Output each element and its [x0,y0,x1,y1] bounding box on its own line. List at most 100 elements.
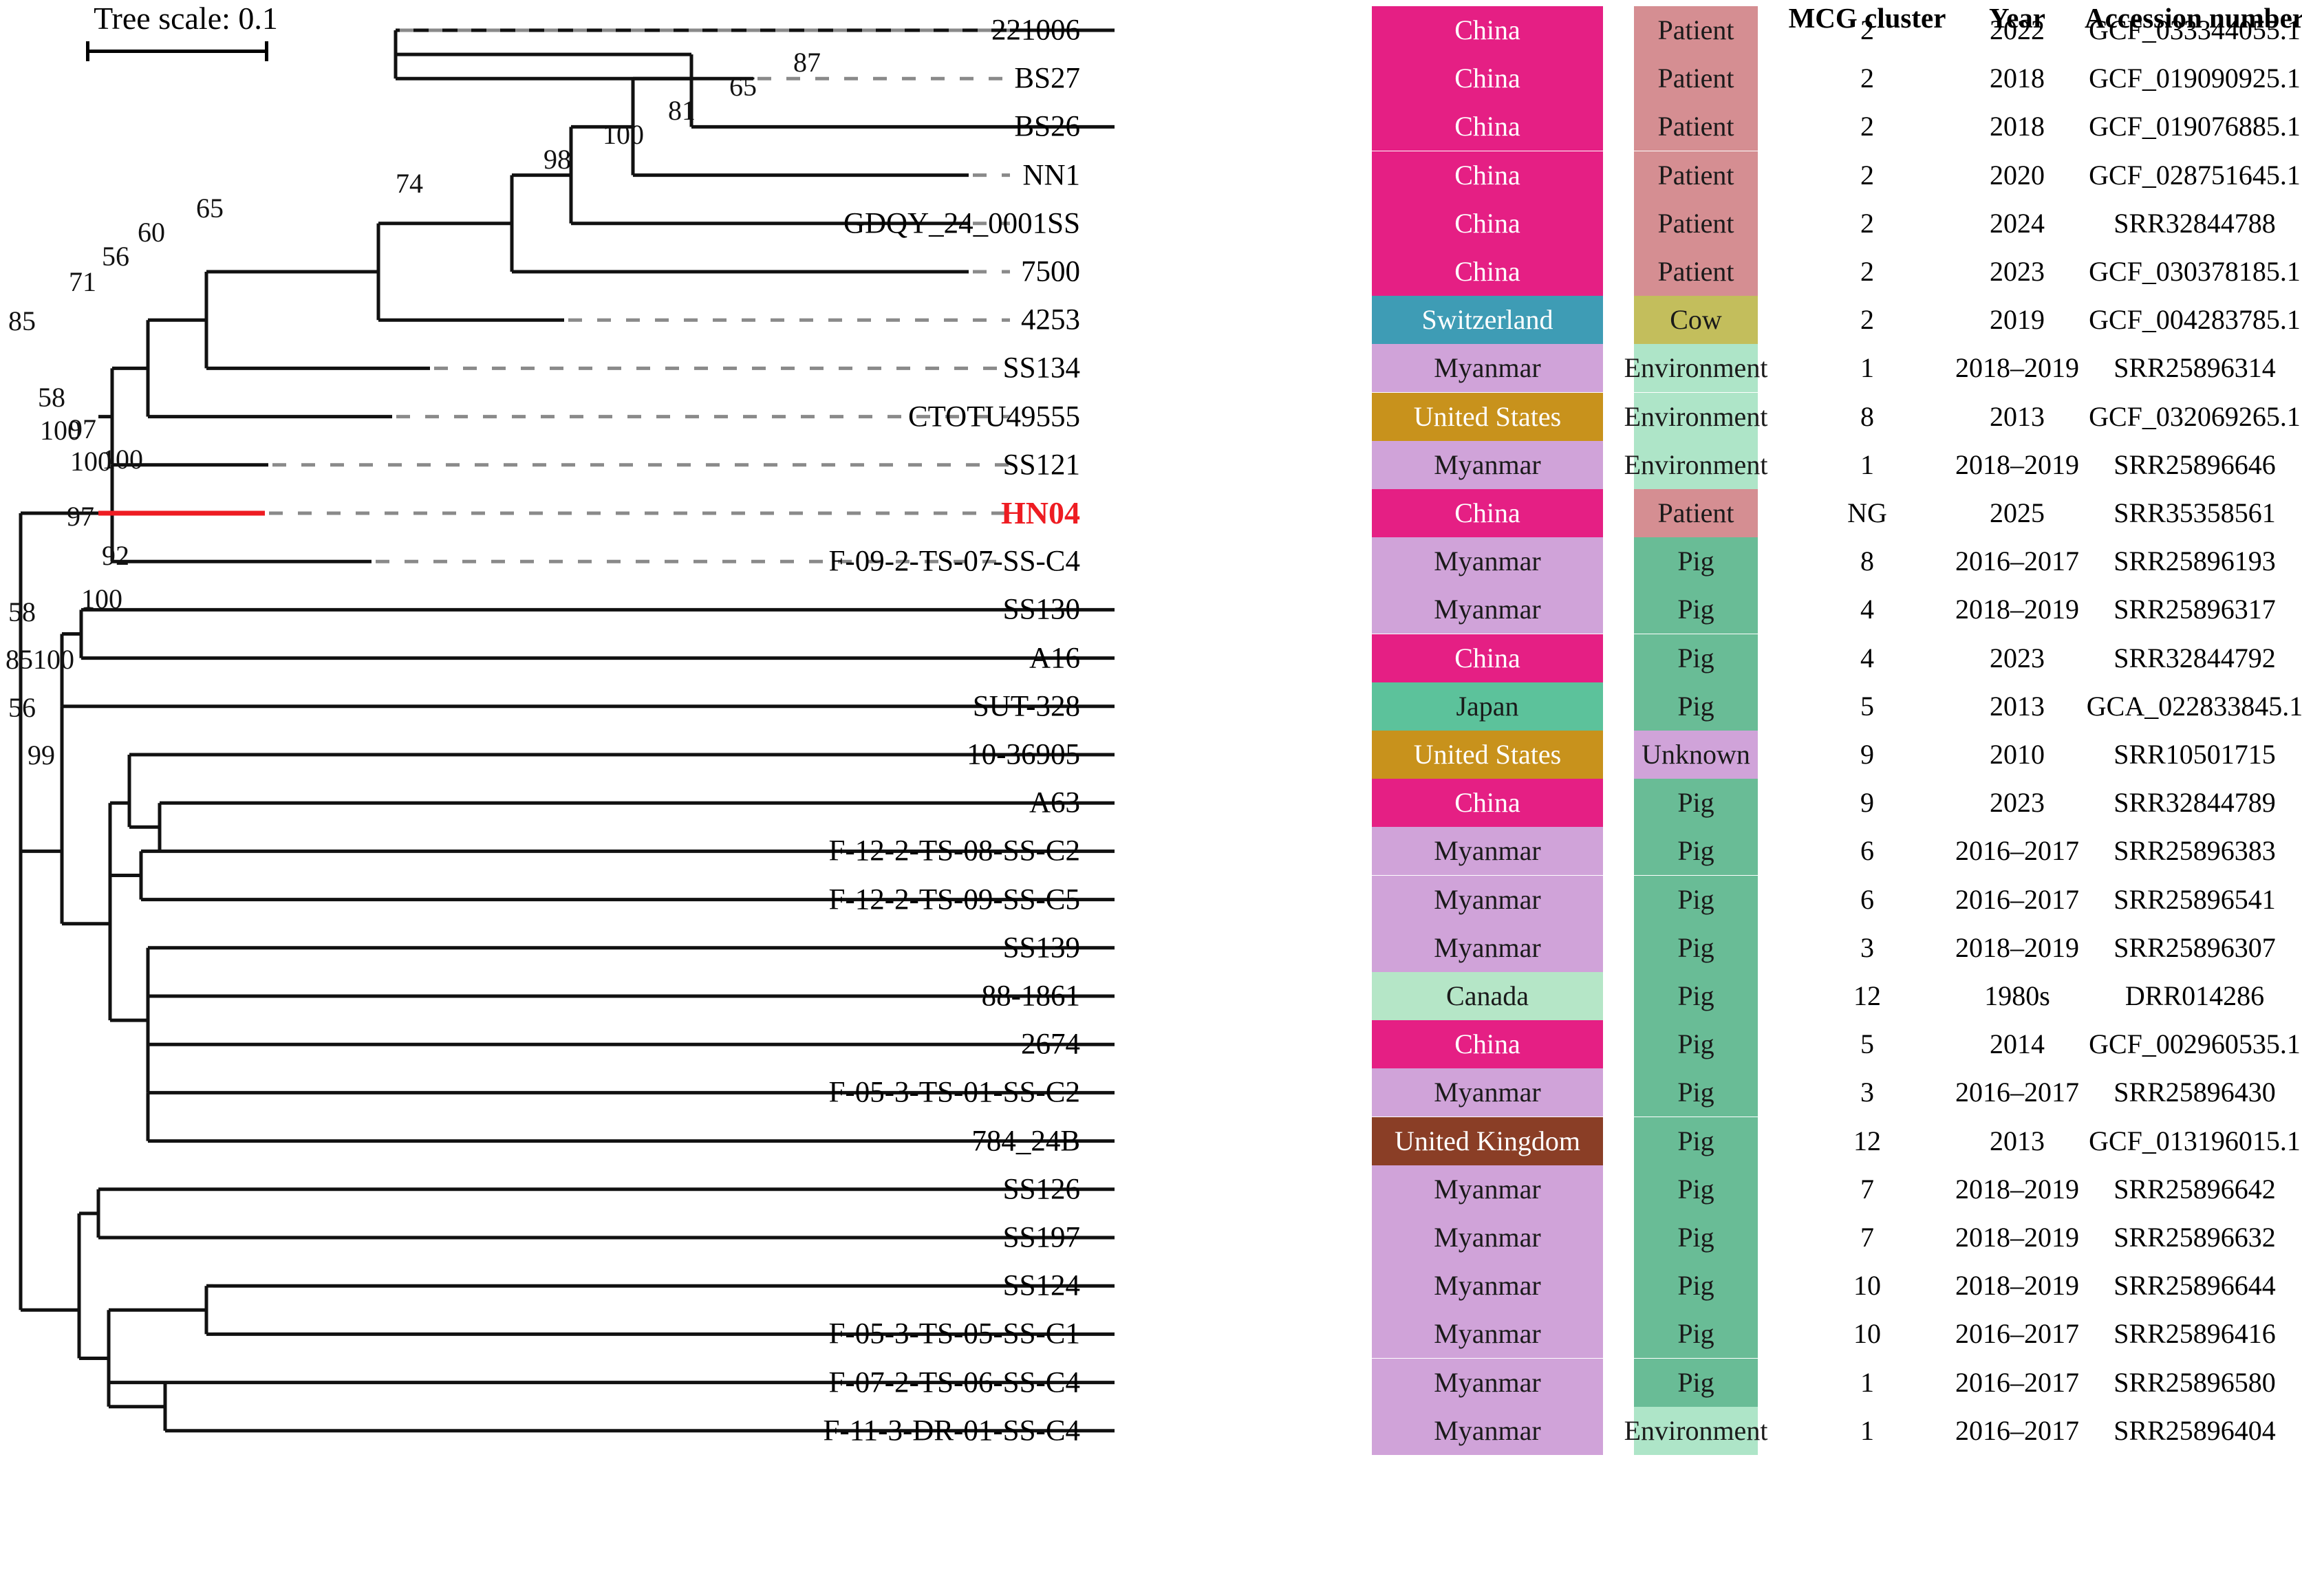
year-cell: 2013 [1990,1125,2045,1156]
accession-cell: SRR32844788 [2113,207,2276,239]
bootstrap-value: 74 [396,168,423,199]
accession-cell: GCF_019076885.1 [2089,111,2301,142]
mcg-cell: 3 [1860,1077,1874,1108]
tip-label: A16 [1029,642,1080,675]
country-cell: Myanmar [1372,1358,1603,1407]
tip-label: F-05-3-TS-05-SS-C1 [828,1317,1080,1350]
accession-cell: SRR25896383 [2113,835,2276,867]
tip-label: 221006 [991,14,1080,47]
country-cell: China [1372,1020,1603,1069]
country-cell: Japan [1372,682,1603,731]
year-cell: 2023 [1990,256,2045,287]
mcg-cell: 4 [1860,594,1874,625]
mcg-cell: 2 [1860,207,1874,239]
bootstrap-value: 60 [138,217,165,248]
year-cell: 2025 [1990,497,2045,528]
mcg-cell: 1 [1860,352,1874,384]
bootstrap-value: 100 [40,415,81,446]
accession-cell: SRR25896193 [2113,546,2276,577]
mcg-cell: 2 [1860,159,1874,191]
year-cell: 2013 [1990,690,2045,722]
host-cell: Pig [1634,1020,1758,1069]
year-cell: 2014 [1990,1028,2045,1060]
country-cell: China [1372,779,1603,828]
accession-cell: GCA_022833845.1 [2086,690,2302,722]
host-cell: Cow [1634,296,1758,345]
country-cell: China [1372,247,1603,296]
bootstrap-value: 65 [729,71,757,102]
country-cell: Myanmar [1372,1165,1603,1214]
tip-label: SS197 [1002,1221,1080,1254]
tree-scale-bar [86,41,268,61]
column-header-accession: Accession number [2084,2,2302,34]
country-cell: China [1372,634,1603,682]
year-cell: 2018 [1990,111,2045,142]
accession-cell: GCF_019090925.1 [2089,63,2301,94]
mcg-cell: 3 [1860,931,1874,963]
country-cell: United States [1372,392,1603,441]
country-cell: Myanmar [1372,1213,1603,1262]
tip-label: F-05-3-TS-01-SS-C2 [828,1076,1080,1109]
mcg-cell: 10 [1853,1270,1881,1302]
accession-cell: GCF_030378185.1 [2089,256,2301,287]
year-cell: 2016–2017 [1955,1077,2079,1108]
year-cell: 2018–2019 [1955,352,2079,384]
accession-cell: SRR25896632 [2113,1222,2276,1253]
host-cell: Pig [1634,1310,1758,1359]
tip-label-highlighted: HN04 [1001,495,1080,530]
mcg-cell: 2 [1860,14,1874,45]
year-cell: 2023 [1990,787,2045,819]
host-cell: Pig [1634,682,1758,731]
host-cell: Pig [1634,827,1758,876]
year-cell: 2018–2019 [1955,1270,2079,1302]
host-cell: Patient [1634,488,1758,538]
year-cell: 2018–2019 [1955,449,2079,480]
country-cell: Myanmar [1372,827,1603,876]
accession-cell: GCF_033344055.1 [2089,14,2301,45]
year-cell: 2018 [1990,63,2045,94]
accession-cell: GCF_032069265.1 [2089,400,2301,432]
host-cell: Pig [1634,634,1758,682]
mcg-cell: 10 [1853,1318,1881,1350]
country-cell: Myanmar [1372,1406,1603,1455]
tip-label: F-09-2-TS-07-SS-C4 [828,545,1080,578]
bootstrap-value: 100 [33,644,74,675]
accession-cell: GCF_028751645.1 [2089,159,2301,191]
year-cell: 2020 [1990,159,2045,191]
country-cell: Myanmar [1372,1262,1603,1311]
bootstrap-value: 58 [8,596,36,627]
mcg-cell: 12 [1853,980,1881,1011]
country-cell: China [1372,103,1603,151]
tip-label: BS26 [1014,110,1080,143]
accession-cell: GCF_013196015.1 [2089,1125,2301,1156]
tree-scale: Tree scale: 0.1 [41,0,330,36]
tip-label: 4253 [1021,303,1080,336]
host-cell: Patient [1634,247,1758,296]
country-cell: Myanmar [1372,344,1603,393]
year-cell: 1980s [1984,980,2050,1011]
mcg-cell: 9 [1860,739,1874,770]
country-cell: Myanmar [1372,1310,1603,1359]
year-cell: 2023 [1990,642,2045,673]
tip-label: F-12-2-TS-08-SS-C2 [828,834,1080,867]
accession-cell: SRR25896646 [2113,449,2276,480]
accession-cell: SRR25896644 [2113,1270,2276,1302]
mcg-cell: 2 [1860,63,1874,94]
host-cell: Environment [1624,440,1767,489]
accession-cell: SRR25896314 [2113,352,2276,384]
tip-label: 88-1861 [981,980,1080,1013]
mcg-cell: 7 [1860,1222,1874,1253]
country-cell: Myanmar [1372,537,1603,586]
accession-cell: SRR25896416 [2113,1318,2276,1350]
country-cell: Myanmar [1372,923,1603,972]
accession-cell: GCF_004283785.1 [2089,304,2301,336]
host-cell: Patient [1634,6,1758,55]
tip-label: SS124 [1002,1269,1080,1302]
country-cell: Myanmar [1372,440,1603,489]
host-cell: Pig [1634,779,1758,828]
tip-label: GDQY_24_0001SS [843,207,1080,240]
host-cell: Pig [1634,1262,1758,1311]
host-cell: Pig [1634,923,1758,972]
tip-label: F-07-2-TS-06-SS-C4 [828,1366,1080,1399]
